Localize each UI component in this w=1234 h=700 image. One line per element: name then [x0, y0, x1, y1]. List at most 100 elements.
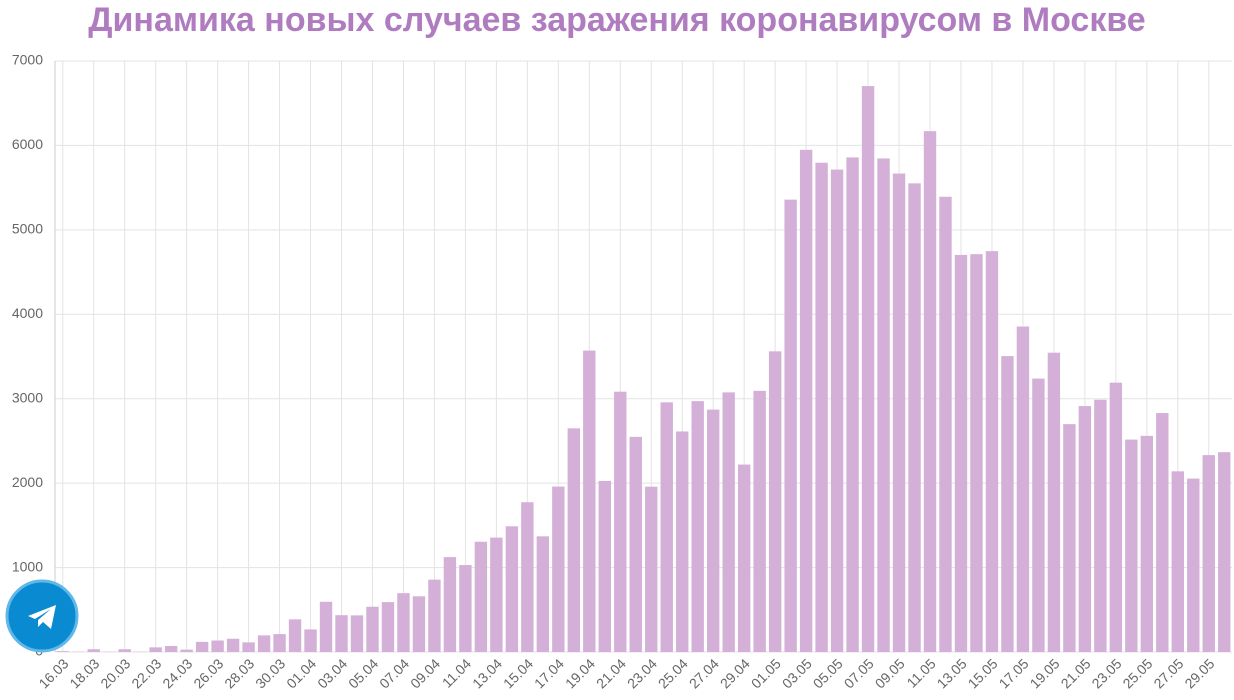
bar — [830, 169, 844, 653]
bar — [536, 536, 550, 652]
x-tick-label: 29.05 — [1181, 655, 1217, 691]
bar — [180, 649, 193, 652]
bar — [211, 640, 224, 652]
bar — [1187, 478, 1200, 652]
bar — [474, 541, 488, 652]
bar — [861, 86, 875, 652]
bar — [366, 606, 379, 652]
telegram-button[interactable] — [2, 576, 82, 656]
x-tick-label: 13.05 — [934, 655, 970, 691]
x-tick-label: 11.04 — [439, 655, 475, 691]
bar — [892, 173, 906, 653]
bar — [846, 157, 859, 653]
bar — [768, 351, 782, 652]
bar — [242, 642, 255, 652]
x-tick-label: 26.03 — [190, 655, 226, 691]
bar — [381, 602, 395, 652]
bar — [784, 199, 797, 652]
bar — [629, 436, 642, 652]
bar — [319, 601, 333, 652]
bar — [350, 615, 364, 652]
bar — [1094, 399, 1107, 652]
x-tick-label: 11.05 — [903, 655, 939, 691]
bar — [459, 565, 472, 652]
x-tick-label: 17.04 — [531, 655, 567, 691]
bar — [149, 647, 162, 652]
bar — [257, 635, 271, 652]
bar — [877, 158, 890, 652]
y-tick-label: 4000 — [12, 305, 43, 321]
x-tick-label: 01.04 — [283, 655, 319, 691]
bar — [412, 596, 426, 652]
x-tick-label: 03.05 — [779, 655, 815, 691]
x-tick-label: 30.03 — [252, 655, 288, 691]
bar — [195, 641, 209, 652]
x-tick-label: 07.05 — [841, 655, 877, 691]
bar — [1140, 435, 1154, 652]
bar — [985, 251, 999, 652]
x-tick-label: 05.04 — [345, 655, 381, 691]
bar — [815, 162, 828, 652]
x-tick-label: 01.05 — [748, 655, 784, 691]
bar — [660, 402, 673, 652]
x-tick-label: 17.05 — [996, 655, 1032, 691]
x-tick-label: 13.04 — [469, 655, 505, 691]
x-tick-label: 21.05 — [1058, 655, 1094, 691]
bar — [908, 183, 921, 652]
bar — [1063, 424, 1076, 652]
bar — [1125, 439, 1138, 652]
bar — [706, 409, 720, 652]
telegram-circle[interactable] — [5, 579, 79, 653]
y-tick-label: 3000 — [12, 389, 43, 405]
bar — [273, 634, 286, 652]
telegram-icon[interactable] — [28, 605, 56, 629]
bar — [970, 254, 983, 652]
bar — [304, 629, 317, 652]
bar — [87, 649, 100, 652]
x-tick-label: 24.03 — [159, 655, 195, 691]
x-tick-label: 20.03 — [97, 655, 133, 691]
bar — [56, 651, 69, 652]
bar — [1032, 378, 1045, 652]
bar — [753, 390, 766, 652]
bar — [1171, 471, 1184, 652]
x-tick-label: 15.04 — [500, 655, 536, 691]
x-tick-label: 29.04 — [717, 655, 753, 691]
bar — [505, 526, 519, 652]
bar — [598, 480, 611, 652]
x-tick-label: 25.05 — [1119, 655, 1155, 691]
bar — [583, 350, 596, 652]
x-tick-label: 27.05 — [1150, 655, 1186, 691]
bar — [1016, 326, 1030, 652]
x-tick-label: 18.03 — [66, 655, 102, 691]
bar — [335, 615, 348, 652]
x-tick-label: 22.03 — [128, 655, 164, 691]
x-tick-label: 09.05 — [872, 655, 908, 691]
bar — [737, 464, 751, 652]
bar — [614, 391, 627, 652]
bar — [226, 638, 240, 652]
bar — [1047, 352, 1061, 652]
bar — [164, 646, 178, 652]
bar — [1109, 382, 1123, 652]
x-tick-label: 19.04 — [562, 655, 598, 691]
x-tick-label: 23.05 — [1088, 655, 1124, 691]
y-tick-label: 1000 — [12, 558, 43, 574]
bar — [1202, 455, 1215, 652]
x-tick-label: 16.03 — [35, 655, 71, 691]
x-tick-label: 07.04 — [376, 655, 412, 691]
x-tick-label: 28.03 — [221, 655, 257, 691]
bar — [397, 593, 410, 652]
bar — [923, 131, 937, 652]
x-tick-label: 21.04 — [593, 655, 629, 691]
bar — [490, 537, 503, 652]
y-tick-label: 6000 — [12, 136, 43, 152]
bar — [1078, 406, 1092, 652]
bar — [691, 401, 704, 652]
bar — [676, 431, 689, 652]
bar — [118, 649, 131, 652]
chart-title: Динамика новых случаев заражения коронав… — [88, 1, 1145, 39]
y-tick-label: 2000 — [12, 474, 43, 490]
